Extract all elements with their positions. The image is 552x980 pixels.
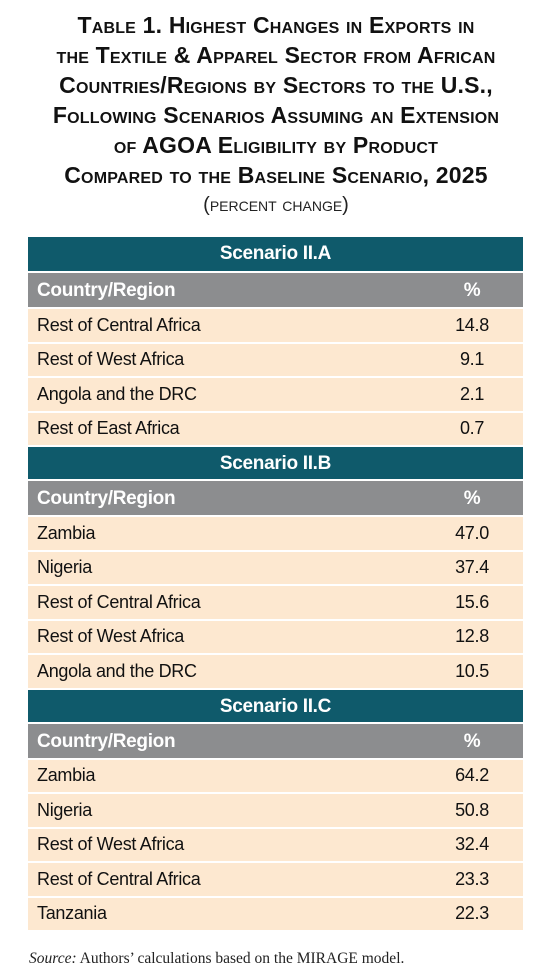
value-cell: 50.8 <box>455 799 489 820</box>
value-cell: 9.1 <box>459 349 485 370</box>
value-cell: 15.6 <box>455 591 489 612</box>
table-row: Rest of West Africa 9.1 <box>28 341 523 376</box>
column-header-percent: % <box>463 488 481 509</box>
scenario-header: Scenario II.C <box>28 687 523 722</box>
country-cell: Rest of West Africa <box>37 626 185 647</box>
table-title-line: Countries/Regions by Sectors to the U.S.… <box>59 72 493 98</box>
source-text: Authors’ calculations based on the MIRAG… <box>76 950 405 967</box>
table-row: Nigeria 37.4 <box>28 549 523 584</box>
country-cell: Rest of East Africa <box>37 418 180 439</box>
value-cell: 12.8 <box>455 626 489 647</box>
scenario-section: Scenario II.A Country/Region % Rest of C… <box>28 237 523 445</box>
table-row: Rest of East Africa 0.7 <box>28 410 523 445</box>
value-cell: 47.0 <box>455 522 489 543</box>
value-cell: 14.8 <box>455 314 489 335</box>
value-cell: 10.5 <box>455 660 489 681</box>
table-row: Zambia 64.2 <box>28 757 523 792</box>
scenario-header: Scenario II.A <box>28 237 523 271</box>
table-row: Nigeria 50.8 <box>28 792 523 827</box>
source-label: Source: <box>29 950 77 967</box>
table-row: Rest of Central Africa 14.8 <box>28 307 523 342</box>
table-title-line: Table 1. Highest Changes in Exports in <box>77 12 475 38</box>
value-cell: 0.7 <box>459 418 485 439</box>
country-cell: Zambia <box>37 765 96 786</box>
country-cell: Tanzania <box>37 903 107 924</box>
scenario-header: Scenario II.B <box>28 445 523 479</box>
column-header-country: Country/Region <box>37 280 176 301</box>
table-title: Table 1. Highest Changes in Exports in t… <box>0 10 552 190</box>
country-cell: Rest of Central Africa <box>37 314 201 335</box>
column-header-country: Country/Region <box>37 488 176 509</box>
value-cell: 37.4 <box>455 557 489 578</box>
column-header-row: Country/Region % <box>28 271 523 307</box>
country-cell: Angola and the DRC <box>37 660 197 681</box>
source-note: Source: Authors’ calculations based on t… <box>29 950 404 968</box>
table-row: Rest of West Africa 32.4 <box>28 826 523 861</box>
country-cell: Zambia <box>37 522 96 543</box>
value-cell: 32.4 <box>455 834 489 855</box>
table-row: Angola and the DRC 2.1 <box>28 376 523 411</box>
scenario-section: Scenario II.B Country/Region % Zambia 47… <box>28 445 523 688</box>
data-table: Scenario II.A Country/Region % Rest of C… <box>28 237 523 930</box>
value-cell: 22.3 <box>455 903 489 924</box>
table-subtitle: (percent change) <box>203 194 349 216</box>
column-header-row: Country/Region % <box>28 721 523 758</box>
value-cell: 2.1 <box>459 383 485 404</box>
table-row: Rest of Central Africa 15.6 <box>28 584 523 619</box>
table-title-line: Compared to the Baseline Scenario, 2025 <box>64 162 488 188</box>
country-cell: Nigeria <box>37 557 92 578</box>
scenario-section: Scenario II.C Country/Region % Zambia 64… <box>28 687 523 930</box>
table-row: Rest of West Africa 12.8 <box>28 618 523 653</box>
value-cell: 23.3 <box>455 868 489 889</box>
country-cell: Nigeria <box>37 799 92 820</box>
country-cell: Rest of West Africa <box>37 834 185 855</box>
table-row: Tanzania 22.3 <box>28 895 523 930</box>
table-row: Zambia 47.0 <box>28 515 523 550</box>
country-cell: Rest of Central Africa <box>37 591 201 612</box>
country-cell: Rest of West Africa <box>37 349 185 370</box>
column-header-percent: % <box>463 730 481 752</box>
country-cell: Angola and the DRC <box>37 383 197 404</box>
column-header-percent: % <box>463 280 481 301</box>
column-header-country: Country/Region <box>37 730 176 752</box>
table-row: Angola and the DRC 10.5 <box>28 653 523 688</box>
table-title-line: Following Scenarios Assuming an Extensio… <box>52 102 500 128</box>
value-cell: 64.2 <box>455 765 489 786</box>
column-header-row: Country/Region % <box>28 479 523 515</box>
country-cell: Rest of Central Africa <box>37 868 201 889</box>
table-title-line: of AGOA Eligibility by Product <box>113 132 439 158</box>
table-row: Rest of Central Africa 23.3 <box>28 861 523 896</box>
table-title-line: the Textile & Apparel Sector from Africa… <box>56 42 496 68</box>
